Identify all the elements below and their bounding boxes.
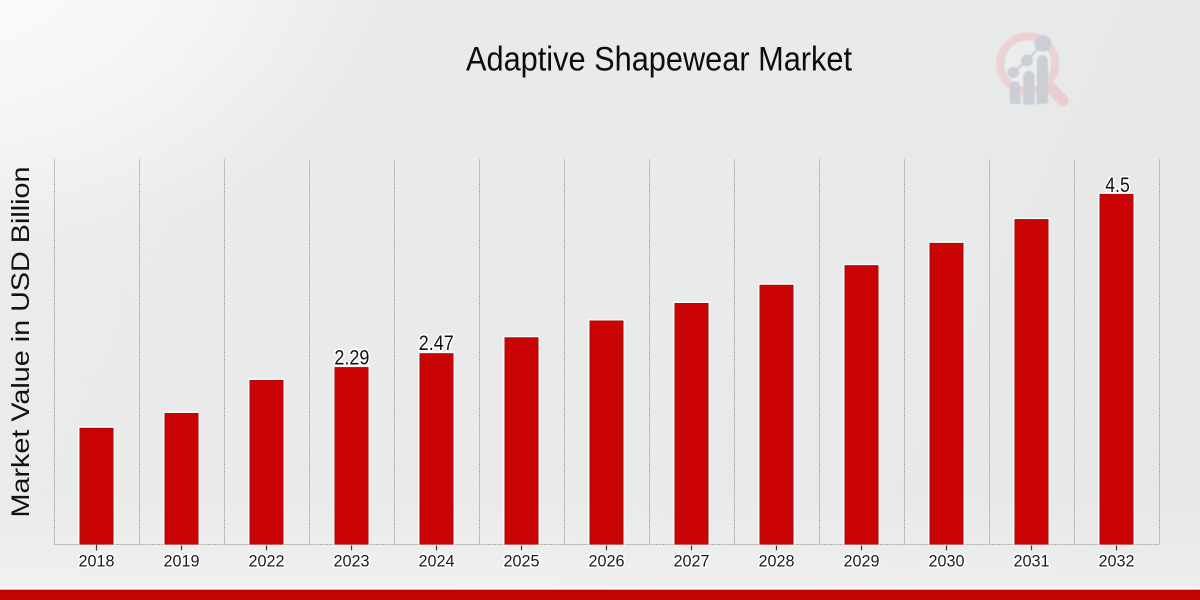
svg-text:2032: 2032 bbox=[1099, 553, 1135, 571]
svg-text:2030: 2030 bbox=[929, 553, 965, 571]
svg-text:2027: 2027 bbox=[674, 553, 710, 571]
svg-text:2026: 2026 bbox=[589, 553, 625, 571]
svg-text:Adaptive Shapewear Market: Adaptive Shapewear Market bbox=[466, 40, 853, 78]
svg-text:4.5: 4.5 bbox=[1105, 173, 1130, 197]
svg-text:2029: 2029 bbox=[844, 553, 880, 571]
svg-text:2024: 2024 bbox=[419, 553, 455, 571]
svg-text:2019: 2019 bbox=[164, 553, 200, 571]
svg-text:2.47: 2.47 bbox=[419, 331, 454, 355]
svg-text:2025: 2025 bbox=[504, 553, 540, 571]
svg-text:2028: 2028 bbox=[759, 553, 795, 571]
svg-text:2022: 2022 bbox=[249, 553, 285, 571]
svg-text:2031: 2031 bbox=[1014, 553, 1050, 571]
svg-text:2023: 2023 bbox=[334, 553, 370, 571]
svg-text:Market Value in USD Billion: Market Value in USD Billion bbox=[7, 167, 35, 518]
svg-text:2018: 2018 bbox=[79, 553, 115, 571]
svg-text:2.29: 2.29 bbox=[334, 346, 369, 370]
